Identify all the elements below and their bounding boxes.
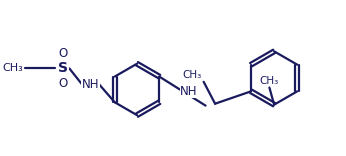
Text: NH: NH — [180, 85, 198, 98]
Text: O: O — [58, 47, 67, 60]
Text: NH: NH — [82, 78, 99, 91]
Text: CH₃: CH₃ — [183, 70, 202, 80]
Text: S: S — [58, 61, 68, 76]
Text: O: O — [58, 77, 67, 90]
Text: CH₃: CH₃ — [260, 76, 279, 86]
Text: CH₃: CH₃ — [2, 63, 23, 73]
